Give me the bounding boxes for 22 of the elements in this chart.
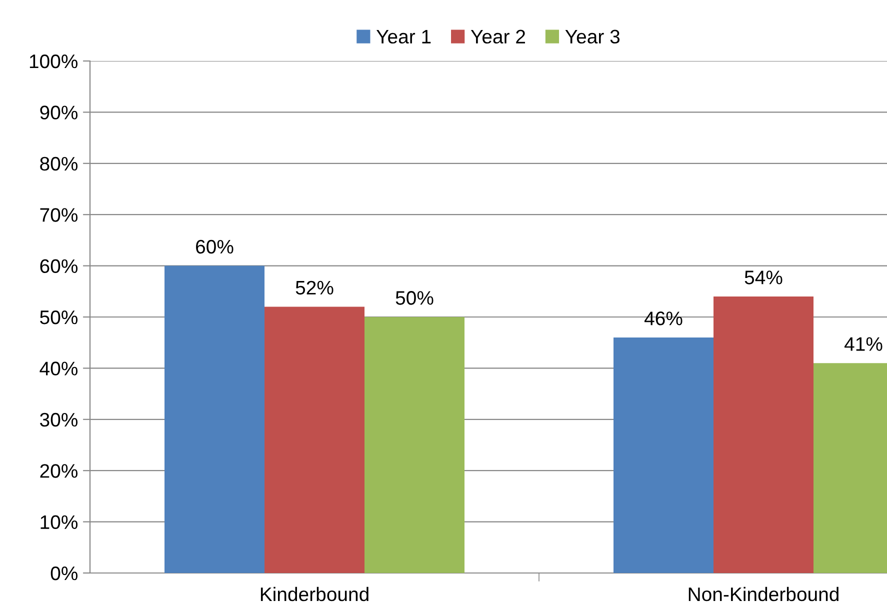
y-tick-label: 40% xyxy=(40,362,78,376)
y-tick-label: 80% xyxy=(40,156,78,171)
y-tick-label: 30% xyxy=(40,412,78,427)
data-label: 41% xyxy=(844,337,882,351)
y-tick-label: 60% xyxy=(40,259,78,274)
x-tick-label: Kinderbound xyxy=(260,586,368,602)
legend-label: Year 3 xyxy=(565,30,620,44)
y-tick-label: 50% xyxy=(40,310,78,324)
data-label: 60% xyxy=(196,240,234,254)
y-tick-label: 0% xyxy=(50,566,78,580)
legend-label: Year 1 xyxy=(376,30,431,44)
data-label: 46% xyxy=(644,312,682,326)
data-label: 50% xyxy=(396,291,434,305)
y-tick-label: 10% xyxy=(40,515,78,530)
legend-label: Year 2 xyxy=(470,30,526,44)
y-tick-label: 100% xyxy=(30,54,78,68)
y-tick-label: 20% xyxy=(40,464,78,478)
data-label: 52% xyxy=(296,280,334,295)
x-tick-label: Non-Kinderbound xyxy=(688,586,838,602)
y-tick-label: 90% xyxy=(40,106,78,120)
data-label: 54% xyxy=(744,270,782,284)
y-tick-label: 70% xyxy=(40,208,78,222)
